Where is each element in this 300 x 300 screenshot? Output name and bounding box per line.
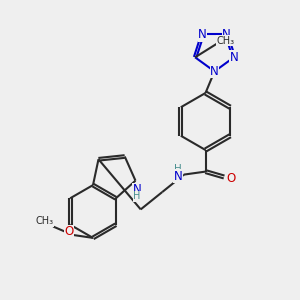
Text: N: N (133, 183, 141, 196)
Text: N: N (210, 65, 219, 78)
Text: N: N (230, 51, 238, 64)
Text: N: N (222, 28, 231, 41)
Text: CH₃: CH₃ (36, 216, 54, 226)
Text: N: N (198, 28, 207, 41)
Text: H: H (174, 164, 182, 174)
Text: H: H (133, 191, 141, 201)
Text: O: O (226, 172, 235, 185)
Text: CH₃: CH₃ (217, 36, 235, 46)
Text: O: O (64, 225, 74, 239)
Text: N: N (173, 169, 182, 183)
